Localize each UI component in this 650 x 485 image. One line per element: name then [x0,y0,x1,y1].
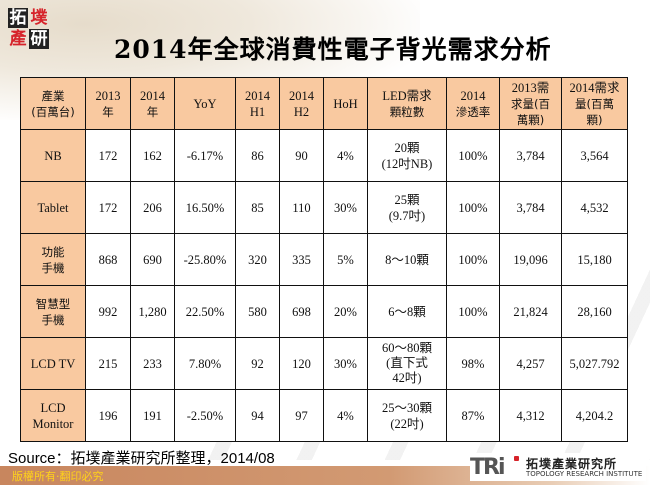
cell-2013: 992 [85,285,131,338]
table-row: 智慧型 手機 992 1,280 22.50% 580 698 20% 6～8顆 … [20,285,628,338]
cell-demand-2013: 4,312 [499,389,562,442]
cell-penetration: 100% [446,181,500,234]
header-yoy: YoY [174,77,236,130]
cell-demand-2013: 3,784 [499,181,562,234]
source-note: Source：拓墣產業研究所整理，2014/08 [8,450,275,467]
cell-led-count: 20顆 (12吋NB) [367,129,447,182]
logo-char: 拓 [8,8,28,28]
cell-2014: 233 [130,337,175,390]
cell-2014: 690 [130,233,175,286]
header-industry: 產業 (百萬台) [20,77,86,130]
cell-2013: 172 [85,181,131,234]
cell-penetration: 100% [446,233,500,286]
logo-char: 產 [9,29,27,49]
tri-brand-chinese: 拓墣產業研究所 [526,457,618,471]
cell-yoy: 7.80% [174,337,236,390]
cell-industry: 智慧型 手機 [20,285,86,338]
cell-demand-2013: 19,096 [499,233,562,286]
copyright-text: 版權所有‧翻印必究 [12,470,104,483]
cell-demand-2013: 3,784 [499,129,562,182]
tri-logo: TRi 拓墣產業研究所 TOPOLOGY RESEARCH INSTITUTE [470,453,646,481]
cell-industry: NB [20,129,86,182]
cell-2014: 162 [130,129,175,182]
cell-h2: 97 [279,389,324,442]
cell-h1: 86 [235,129,280,182]
tri-brand-english: TOPOLOGY RESEARCH INSTITUTE [526,470,643,478]
cell-demand-2014: 5,027.792 [561,337,628,390]
cell-h1: 580 [235,285,280,338]
cell-led-count: 6～8顆 [367,285,447,338]
cell-hoh: 4% [323,389,368,442]
table-row: NB 172 162 -6.17% 86 90 4% 20顆 (12吋NB) 10… [20,129,628,182]
cell-h1: 320 [235,233,280,286]
header-demand-2014: 2014需求 量(百萬 顆) [561,77,628,130]
header-2014-h1: 2014 H1 [235,77,280,130]
cell-demand-2014: 3,564 [561,129,628,182]
cell-2014: 206 [130,181,175,234]
table-header-row: 產業 (百萬台) 2013 年 2014 年 YoY 2014 H1 2014 H2 Ho… [20,77,628,130]
cell-2013: 868 [85,233,131,286]
cell-industry: LCD Monitor [20,389,86,442]
cell-h2: 110 [279,181,324,234]
cell-demand-2014: 4,204.2 [561,389,628,442]
logo: 拓 墣 產 研 [8,8,50,50]
cell-industry: 功能 手機 [20,233,86,286]
header-2013: 2013 年 [85,77,131,130]
cell-hoh: 30% [323,181,368,234]
header-2014: 2014 年 [130,77,175,130]
table-row: LCD TV 215 233 7.80% 92 120 30% 60～80顆 (直… [20,337,628,390]
cell-led-count: 60～80顆 (直下式 42吋) [367,337,447,390]
cell-hoh: 30% [323,337,368,390]
cell-h1: 85 [235,181,280,234]
tri-logo-dot-icon [514,456,519,461]
cell-penetration: 87% [446,389,500,442]
header-hoh: HoH [323,77,368,130]
cell-penetration: 100% [446,129,500,182]
cell-yoy: -25.80% [174,233,236,286]
header-demand-2013: 2013需 求量(百 萬顆) [499,77,562,130]
cell-industry: Tablet [20,181,86,234]
header-penetration: 2014 滲透率 [446,77,500,130]
cell-h2: 90 [279,129,324,182]
cell-demand-2014: 28,160 [561,285,628,338]
table-row: 功能 手機 868 690 -25.80% 320 335 5% 8～10顆 10… [20,233,628,286]
cell-yoy: 16.50% [174,181,236,234]
logo-char: 研 [29,29,49,49]
cell-2014: 191 [130,389,175,442]
cell-hoh: 5% [323,233,368,286]
cell-yoy: -2.50% [174,389,236,442]
table-row: LCD Monitor 196 191 -2.50% 94 97 4% 25～30… [20,389,628,442]
cell-2013: 172 [85,129,131,182]
cell-penetration: 98% [446,337,500,390]
cell-yoy: -6.17% [174,129,236,182]
cell-2013: 215 [85,337,131,390]
cell-hoh: 4% [323,129,368,182]
cell-h2: 120 [279,337,324,390]
cell-hoh: 20% [323,285,368,338]
cell-led-count: 25～30顆 (22吋) [367,389,447,442]
header-2014-h2: 2014 H2 [279,77,324,130]
cell-demand-2013: 21,824 [499,285,562,338]
header-led-count: LED需求 顆粒數 [367,77,447,130]
cell-h2: 335 [279,233,324,286]
tri-logo-mark: TRi [470,455,505,480]
cell-yoy: 22.50% [174,285,236,338]
cell-led-count: 8～10顆 [367,233,447,286]
cell-h1: 94 [235,389,280,442]
cell-led-count: 25顆 (9.7吋) [367,181,447,234]
logo-char: 墣 [30,8,48,28]
table-row: Tablet 172 206 16.50% 85 110 30% 25顆 (9.7… [20,181,628,234]
cell-2013: 196 [85,389,131,442]
cell-h2: 698 [279,285,324,338]
cell-demand-2013: 4,257 [499,337,562,390]
cell-demand-2014: 4,532 [561,181,628,234]
cell-industry: LCD TV [20,337,86,390]
cell-penetration: 100% [446,285,500,338]
page-title: 2014年全球消費性電子背光需求分析 [114,35,552,64]
cell-2014: 1,280 [130,285,175,338]
data-table: 產業 (百萬台) 2013 年 2014 年 YoY 2014 H1 2014 H2 Ho… [20,77,628,442]
cell-h1: 92 [235,337,280,390]
cell-demand-2014: 15,180 [561,233,628,286]
